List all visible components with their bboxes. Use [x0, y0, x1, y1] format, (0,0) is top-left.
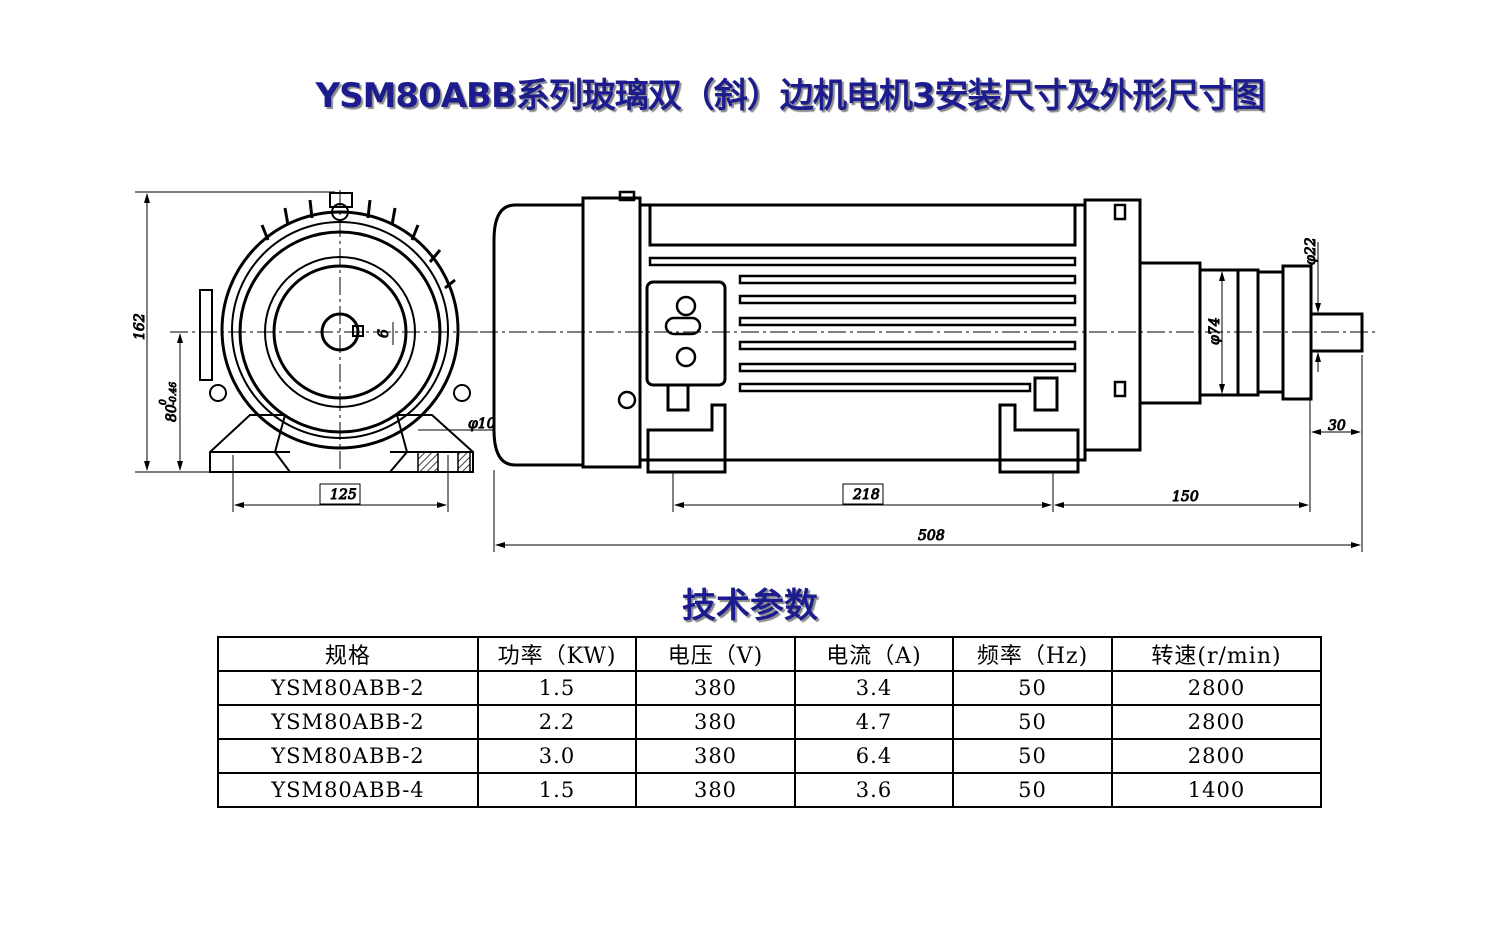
dim-key-width: 6 [376, 329, 392, 338]
cell-frequency: 50 [952, 670, 1113, 706]
cell-power: 1.5 [477, 772, 637, 808]
spec-title: 技术参数 [682, 586, 818, 626]
cell-frequency: 50 [952, 704, 1113, 740]
end-view: 162 80 0 -0.46 6 φ10 125 [132, 190, 496, 512]
cell-model: YSM80ABB-2 [217, 738, 479, 774]
dim-508: 508 [918, 528, 945, 544]
dim-height-162: 162 [132, 313, 148, 340]
header-model: 规格 [217, 636, 479, 672]
cell-power: 3.0 [477, 738, 637, 774]
header-voltage: 电压（V) [635, 636, 796, 672]
page-title: YSM80ABB系列玻璃双（斜）边机电机3安装尺寸及外形尺寸图 [315, 76, 1265, 116]
cell-speed: 2800 [1111, 738, 1322, 774]
table-row: YSM80ABB-2 3.0 380 6.4 50 2800 [217, 738, 1322, 774]
cell-current: 3.6 [794, 772, 954, 808]
dim-phi74: φ74 [1207, 317, 1223, 345]
cell-model: YSM80ABB-4 [217, 772, 479, 808]
cell-current: 3.4 [794, 670, 954, 706]
side-view: 218 150 508 30 φ74 φ22 [480, 190, 1378, 552]
dim-tol-lower: -0.46 [169, 382, 179, 405]
cell-voltage: 380 [635, 704, 796, 740]
spec-table: 规格 功率（KW) 电压（V) 电流（A) 频率（Hz) 转速(r/min) Y… [217, 636, 1322, 808]
cell-frequency: 50 [952, 738, 1113, 774]
dim-30: 30 [1328, 418, 1346, 434]
header-frequency: 频率（Hz) [952, 636, 1113, 672]
cell-frequency: 50 [952, 772, 1113, 808]
table-row: YSM80ABB-4 1.5 380 3.6 50 1400 [217, 772, 1322, 808]
dim-foot-hole: φ10 [468, 416, 496, 432]
dim-125: 125 [330, 487, 357, 503]
cell-power: 2.2 [477, 704, 637, 740]
table-row: YSM80ABB-2 2.2 380 4.7 50 2800 [217, 704, 1322, 740]
table-header-row: 规格 功率（KW) 电压（V) 电流（A) 频率（Hz) 转速(r/min) [217, 636, 1322, 672]
cell-model: YSM80ABB-2 [217, 670, 479, 706]
header-power: 功率（KW) [477, 636, 637, 672]
header-speed: 转速(r/min) [1111, 636, 1322, 672]
cell-speed: 2800 [1111, 670, 1322, 706]
cell-speed: 1400 [1111, 772, 1322, 808]
cell-voltage: 380 [635, 772, 796, 808]
cell-voltage: 380 [635, 738, 796, 774]
cell-power: 1.5 [477, 670, 637, 706]
cell-voltage: 380 [635, 670, 796, 706]
cell-model: YSM80ABB-2 [217, 704, 479, 740]
cell-speed: 2800 [1111, 704, 1322, 740]
dim-150: 150 [1172, 489, 1199, 505]
header-current: 电流（A) [794, 636, 954, 672]
dim-shaft-height: 80 [164, 404, 180, 422]
table-row: YSM80ABB-2 1.5 380 3.4 50 2800 [217, 670, 1322, 706]
cell-current: 6.4 [794, 738, 954, 774]
dim-218: 218 [852, 487, 880, 503]
cell-current: 4.7 [794, 704, 954, 740]
dim-phi22: φ22 [1303, 237, 1319, 265]
dim-tol-upper: 0 [159, 399, 169, 405]
